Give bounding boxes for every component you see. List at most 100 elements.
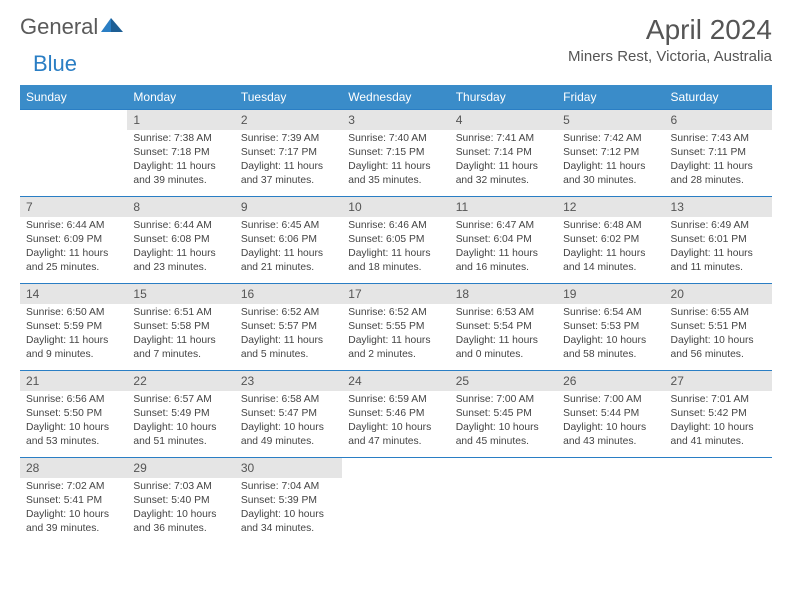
day-content-cell: Sunrise: 7:04 AMSunset: 5:39 PMDaylight:… [235,478,342,542]
sunset-text: Sunset: 6:04 PM [456,233,551,247]
day-content-cell: Sunrise: 6:58 AMSunset: 5:47 PMDaylight:… [235,391,342,455]
day-content-cell: Sunrise: 6:45 AMSunset: 6:06 PMDaylight:… [235,217,342,281]
daylight-line1: Daylight: 11 hours [671,247,766,261]
daylight-line1: Daylight: 11 hours [456,247,551,261]
day-content-cell: Sunrise: 6:51 AMSunset: 5:58 PMDaylight:… [127,304,234,368]
day-number-cell: 24 [342,371,449,392]
sunrise-text: Sunrise: 7:42 AM [563,132,658,146]
daylight-line2: and 43 minutes. [563,435,658,449]
sunset-text: Sunset: 5:40 PM [133,494,228,508]
sunrise-text: Sunrise: 6:52 AM [241,306,336,320]
day-number-cell: 21 [20,371,127,392]
daylight-line1: Daylight: 11 hours [348,160,443,174]
sunset-text: Sunset: 6:01 PM [671,233,766,247]
week-content-row: Sunrise: 7:38 AMSunset: 7:18 PMDaylight:… [20,130,772,194]
day-content-cell: Sunrise: 7:42 AMSunset: 7:12 PMDaylight:… [557,130,664,194]
daylight-line1: Daylight: 10 hours [26,421,121,435]
sunset-text: Sunset: 6:02 PM [563,233,658,247]
day-number-cell: 23 [235,371,342,392]
logo: General [20,14,123,40]
daylight-line2: and 9 minutes. [26,348,121,362]
daylight-line1: Daylight: 11 hours [456,334,551,348]
location: Miners Rest, Victoria, Australia [568,48,772,65]
sunset-text: Sunset: 5:58 PM [133,320,228,334]
daylight-line2: and 51 minutes. [133,435,228,449]
week-content-row: Sunrise: 6:44 AMSunset: 6:09 PMDaylight:… [20,217,772,281]
daylight-line1: Daylight: 11 hours [26,334,121,348]
triangle-icon [101,18,123,39]
day-number-cell: 9 [235,197,342,218]
daylight-line2: and 49 minutes. [241,435,336,449]
sunset-text: Sunset: 5:41 PM [26,494,121,508]
sunset-text: Sunset: 5:42 PM [671,407,766,421]
daylight-line1: Daylight: 10 hours [563,334,658,348]
sunrise-text: Sunrise: 6:45 AM [241,219,336,233]
sunrise-text: Sunrise: 7:00 AM [456,393,551,407]
day-content-cell [20,130,127,194]
day-number-cell: 11 [450,197,557,218]
sunrise-text: Sunrise: 7:41 AM [456,132,551,146]
day-content-cell: Sunrise: 7:01 AMSunset: 5:42 PMDaylight:… [665,391,772,455]
week-daynum-row: 78910111213 [20,197,772,218]
daylight-line1: Daylight: 10 hours [563,421,658,435]
sunset-text: Sunset: 5:51 PM [671,320,766,334]
sunrise-text: Sunrise: 6:44 AM [133,219,228,233]
sunrise-text: Sunrise: 7:43 AM [671,132,766,146]
daylight-line2: and 28 minutes. [671,174,766,188]
daylight-line1: Daylight: 11 hours [456,160,551,174]
daylight-line2: and 11 minutes. [671,261,766,275]
sunset-text: Sunset: 5:47 PM [241,407,336,421]
title-block: April 2024 Miners Rest, Victoria, Austra… [568,14,772,65]
sunset-text: Sunset: 5:57 PM [241,320,336,334]
daylight-line1: Daylight: 10 hours [456,421,551,435]
day-content-cell: Sunrise: 6:52 AMSunset: 5:55 PMDaylight:… [342,304,449,368]
day-content-cell: Sunrise: 6:59 AMSunset: 5:46 PMDaylight:… [342,391,449,455]
day-number-cell: 22 [127,371,234,392]
daylight-line1: Daylight: 11 hours [133,160,228,174]
daylight-line1: Daylight: 11 hours [241,247,336,261]
daylight-line1: Daylight: 11 hours [26,247,121,261]
day-number-cell [20,110,127,131]
sunrise-text: Sunrise: 6:52 AM [348,306,443,320]
day-number-cell: 4 [450,110,557,131]
day-number-cell: 19 [557,284,664,305]
sunset-text: Sunset: 6:08 PM [133,233,228,247]
sunset-text: Sunset: 7:11 PM [671,146,766,160]
daylight-line2: and 56 minutes. [671,348,766,362]
daylight-line2: and 18 minutes. [348,261,443,275]
day-content-cell: Sunrise: 6:57 AMSunset: 5:49 PMDaylight:… [127,391,234,455]
sunset-text: Sunset: 5:49 PM [133,407,228,421]
logo-text-blue: Blue [33,51,77,77]
day-number-cell: 28 [20,458,127,479]
week-content-row: Sunrise: 6:56 AMSunset: 5:50 PMDaylight:… [20,391,772,455]
day-number-cell: 7 [20,197,127,218]
day-number-cell: 1 [127,110,234,131]
day-number-cell: 26 [557,371,664,392]
sunset-text: Sunset: 5:44 PM [563,407,658,421]
sunset-text: Sunset: 7:14 PM [456,146,551,160]
sunrise-text: Sunrise: 7:38 AM [133,132,228,146]
sunrise-text: Sunrise: 6:56 AM [26,393,121,407]
daylight-line1: Daylight: 10 hours [133,508,228,522]
day-content-cell: Sunrise: 6:44 AMSunset: 6:09 PMDaylight:… [20,217,127,281]
logo-text-general: General [20,14,98,40]
day-content-cell: Sunrise: 6:52 AMSunset: 5:57 PMDaylight:… [235,304,342,368]
sunset-text: Sunset: 5:46 PM [348,407,443,421]
calendar-table: Sunday Monday Tuesday Wednesday Thursday… [20,85,772,545]
dow-saturday: Saturday [665,85,772,110]
day-number-cell: 29 [127,458,234,479]
day-content-cell [557,478,664,542]
daylight-line1: Daylight: 11 hours [671,160,766,174]
day-number-cell: 8 [127,197,234,218]
daylight-line2: and 45 minutes. [456,435,551,449]
sunset-text: Sunset: 7:18 PM [133,146,228,160]
day-content-cell: Sunrise: 7:38 AMSunset: 7:18 PMDaylight:… [127,130,234,194]
day-number-cell: 17 [342,284,449,305]
daylight-line2: and 23 minutes. [133,261,228,275]
sunrise-text: Sunrise: 7:40 AM [348,132,443,146]
day-content-cell: Sunrise: 7:39 AMSunset: 7:17 PMDaylight:… [235,130,342,194]
daylight-line2: and 36 minutes. [133,522,228,536]
sunrise-text: Sunrise: 6:51 AM [133,306,228,320]
spacer-row [20,542,772,545]
day-content-cell: Sunrise: 7:40 AMSunset: 7:15 PMDaylight:… [342,130,449,194]
